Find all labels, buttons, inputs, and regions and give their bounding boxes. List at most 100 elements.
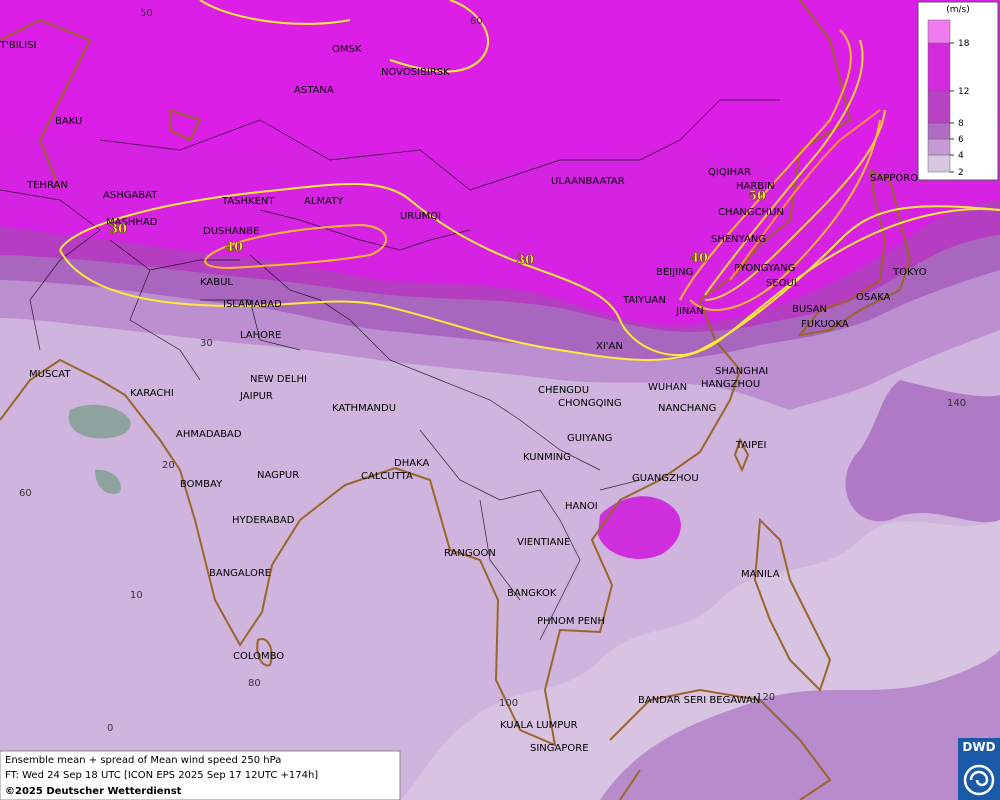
logo-text: DWD <box>962 740 995 754</box>
city-label: JINAN <box>675 306 704 317</box>
footer-copyright: ©2025 Deutscher Wetterdienst <box>5 786 182 797</box>
legend-scale: 2 4 6 8 12 18 <box>927 19 970 178</box>
contour-label: 40 <box>690 251 708 266</box>
city-label: TAIYUAN <box>622 295 666 306</box>
legend-swatch <box>927 19 951 44</box>
city-label: ULAANBAATAR <box>551 176 625 187</box>
city-label: CHONGQING <box>558 398 622 409</box>
logo-box <box>958 738 1000 800</box>
legend: (m/s) 2 4 6 8 12 18 <box>917 1 999 181</box>
city-label: SHENYANG <box>711 234 766 245</box>
city-label: AHMADABAD <box>176 429 242 440</box>
legend-swatch <box>927 154 951 173</box>
grid-label: 30 <box>200 338 213 349</box>
city-label: NAGPUR <box>257 470 299 481</box>
logo-swirl <box>963 764 995 796</box>
legend-swatch <box>927 90 951 124</box>
city-label: BUSAN <box>792 304 827 315</box>
city-label: KABUL <box>200 277 233 288</box>
contour-label: 40 <box>225 240 243 255</box>
legend-unit: (m/s) <box>946 5 970 15</box>
footer-time: FT: Wed 24 Sep 18 UTC [ICON EPS 2025 Sep… <box>5 770 318 781</box>
city-label: ASTANA <box>294 85 334 96</box>
spread-band <box>0 0 1000 170</box>
grid-label: 10 <box>130 590 143 601</box>
city-label: KATHMANDU <box>332 403 396 414</box>
low-spread-area <box>68 404 131 494</box>
city-label: BEIJING <box>656 267 693 278</box>
city-label: TEHRAN <box>26 180 68 191</box>
city-label: MANILA <box>741 569 780 580</box>
footer-box <box>0 750 401 800</box>
city-label: JAIPUR <box>239 391 273 402</box>
city-label: GUANGZHOU <box>632 473 699 484</box>
grid-label: 20 <box>162 460 175 471</box>
city-label: OSAKA <box>856 292 891 303</box>
city-label: BOMBAY <box>180 479 223 490</box>
city-label: QIQIHAR <box>708 167 751 178</box>
legend-tick-label: 18 <box>958 39 970 49</box>
city-label: TAIPEI <box>735 440 766 451</box>
city-label: RANGOON <box>444 548 496 559</box>
city-label: TOKYO <box>892 267 927 278</box>
contour-label: 30 <box>516 253 534 268</box>
city-label: PHNOM PENH <box>537 616 605 627</box>
city-label: PYONGYANG <box>734 263 795 274</box>
grid-label: 100 <box>499 698 518 709</box>
city-label: HARBIN <box>736 181 775 192</box>
city-label: NOVOSIBIRSK <box>381 67 450 78</box>
grid-label: 60 <box>470 16 483 27</box>
city-label: CHANGCHUN <box>718 207 784 218</box>
legend-tick-label: 8 <box>958 119 964 129</box>
footer-title: Ensemble mean + spread of Mean wind spee… <box>5 755 281 766</box>
spread-band <box>845 380 1000 523</box>
city-label: XI'AN <box>596 341 623 352</box>
city-label: ISLAMABAD <box>223 299 282 310</box>
city-label: OMSK <box>332 44 362 55</box>
city-label: BAKU <box>55 116 82 127</box>
grid-label: 50 <box>140 8 153 19</box>
city-label: HYDERABAD <box>232 515 295 526</box>
jet-contours <box>59 0 1000 361</box>
city-label: DUSHANBE <box>203 226 259 237</box>
city-label: ASHGABAT <box>103 190 158 201</box>
city-label: SEOUL <box>766 278 800 289</box>
city-label: BANGKOK <box>507 588 557 599</box>
legend-swatch <box>927 138 951 156</box>
grid-label: 0 <box>107 723 113 734</box>
city-label: BANDAR SERI BEGAWAN <box>638 695 760 706</box>
legend-swatch <box>927 42 951 92</box>
legend-tick-label: 12 <box>958 87 969 97</box>
borders <box>0 99 780 641</box>
city-label: SINGAPORE <box>530 743 589 754</box>
city-label: VIENTIANE <box>517 537 570 548</box>
city-label: DHAKA <box>394 458 429 469</box>
spread-blob <box>598 496 681 559</box>
city-label: HANOI <box>565 501 598 512</box>
city-label: URUMQI <box>400 211 441 222</box>
city-label: SAPPORO <box>870 173 918 184</box>
city-label: NANCHANG <box>658 403 716 414</box>
city-label: KUALA LUMPUR <box>500 720 578 731</box>
city-label: HANGZHOU <box>701 379 760 390</box>
city-label: SHANGHAI <box>715 366 768 377</box>
city-label: TASHKENT <box>221 196 275 207</box>
city-label: COLOMBO <box>233 651 284 662</box>
city-label: CHENGDU <box>538 385 589 396</box>
city-label: LAHORE <box>240 330 281 341</box>
spread-band <box>600 650 1000 800</box>
legend-tick-label: 2 <box>958 168 964 178</box>
city-label: NEW DELHI <box>250 374 307 385</box>
city-label: T'BILISI <box>0 40 36 51</box>
city-label: KUNMING <box>523 452 571 463</box>
legend-tick-label: 6 <box>958 135 964 145</box>
grid-label: 140 <box>947 398 966 409</box>
city-label: BANGALORE <box>209 568 271 579</box>
grid-label: 120 <box>756 692 775 703</box>
contour-label: 50 <box>748 189 766 204</box>
legend-tick-label: 4 <box>958 151 964 161</box>
city-label: CALCUTTA <box>361 471 413 482</box>
labels: OMSK NOVOSIBIRSK ASTANA T'BILISI BAKU TEHRAN A… <box>0 8 966 754</box>
city-label: GUIYANG <box>567 433 612 444</box>
